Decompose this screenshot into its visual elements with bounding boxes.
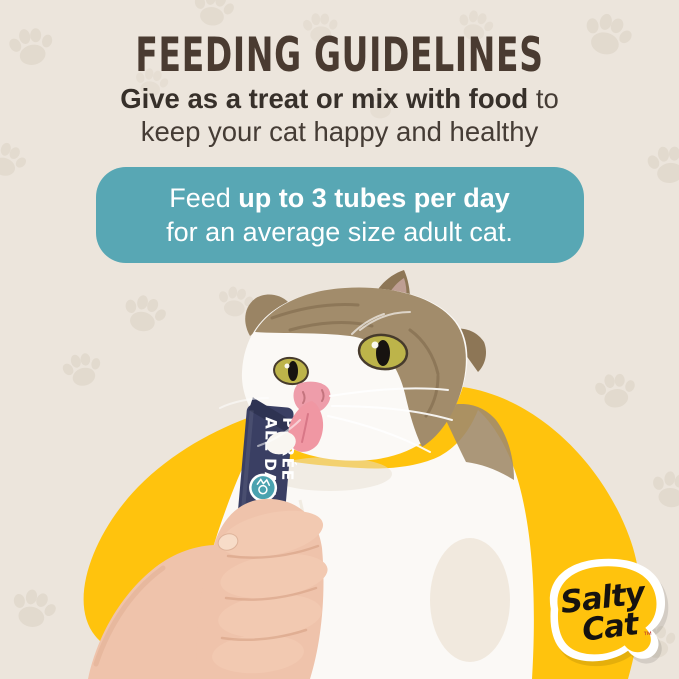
callout-bold-text: up to 3 tubes per day — [238, 183, 510, 213]
cat-whiskers — [219, 311, 453, 453]
callout-line-2: for an average size adult cat. — [166, 217, 513, 247]
logo-yellow-blob — [557, 566, 657, 655]
cat-right-eye — [357, 333, 409, 371]
subtitle-bold-text: Give as a treat or mix with food — [120, 83, 529, 114]
cat-tabby-patch — [255, 287, 466, 447]
subtitle-line-2: keep your cat happy and healthy — [140, 116, 539, 147]
subtitle-line-1: Give as a treat or mix with food to — [0, 82, 679, 115]
hand-holding-tube — [88, 498, 328, 679]
tube-badge-icon — [249, 473, 278, 502]
logo-trademark: ™ — [643, 630, 653, 640]
callout-line-1: Feed up to 3 tubes per day — [96, 181, 584, 215]
cat-left-eye — [273, 356, 309, 386]
logo-word-cat: Cat — [580, 606, 642, 649]
fingers — [212, 510, 328, 674]
cat-left-ear — [245, 294, 288, 336]
fingernail — [217, 533, 239, 551]
subtitle-rest-text: to — [528, 83, 559, 114]
cat-chin — [266, 431, 296, 455]
callout-text: Feed — [169, 183, 239, 213]
feeding-callout: Feed up to 3 tubes per day for an averag… — [95, 167, 584, 263]
brand-logo: Salty Cat ™ — [549, 558, 669, 667]
page-title: FEEDING GUIDELINES — [135, 28, 544, 83]
